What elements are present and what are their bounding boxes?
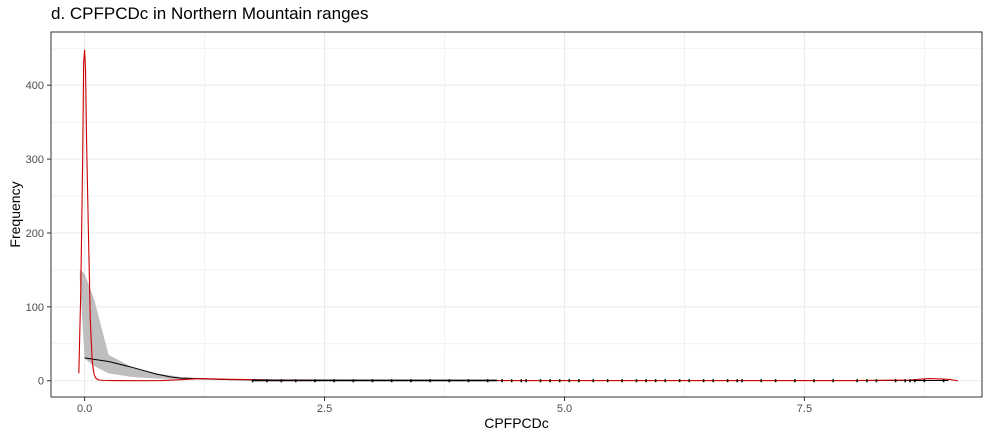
x-tick-label: 0.0 xyxy=(77,403,92,415)
fitted-line xyxy=(84,357,949,382)
data-layer xyxy=(78,49,959,383)
confidence-ribbon xyxy=(79,269,949,381)
y-axis-title: Frequency xyxy=(7,181,23,247)
y-tick-label: 200 xyxy=(26,228,44,240)
x-axis-title: CPFPCDc xyxy=(484,415,549,431)
grid-lines xyxy=(51,32,982,397)
y-tick-label: 100 xyxy=(26,302,44,314)
x-tick-label: 5.0 xyxy=(557,403,572,415)
y-tick-label: 300 xyxy=(26,154,44,166)
y-tick-label: 400 xyxy=(26,80,44,92)
x-tick-label: 7.5 xyxy=(797,403,812,415)
y-tick-label: 0 xyxy=(38,376,44,388)
panel-border xyxy=(50,31,983,398)
chart-title: d. CPFPCDc in Northern Mountain ranges xyxy=(51,4,369,23)
x-tick-label: 2.5 xyxy=(317,403,332,415)
density-line xyxy=(78,49,959,382)
axis-ticks: 0.0 2.5 5.0 7.5 0 100 200 300 400 xyxy=(26,80,812,415)
